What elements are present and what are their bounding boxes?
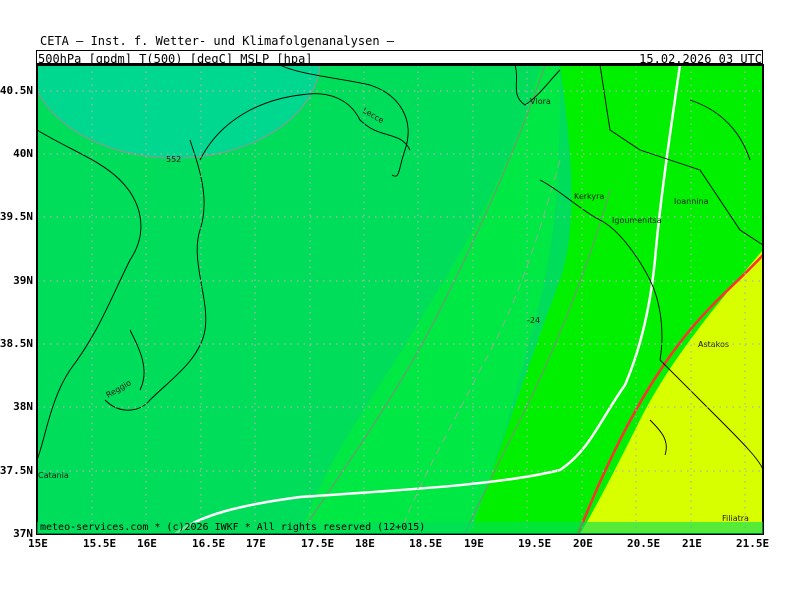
- lat-label: 40N: [13, 147, 33, 160]
- lon-label: 17.5E: [301, 537, 335, 550]
- lon-label: 16E: [137, 537, 157, 550]
- isobar-line: [174, 65, 682, 534]
- band-green2: [300, 65, 560, 534]
- lon-label: 20E: [573, 537, 593, 550]
- lat-label: 38.5N: [0, 337, 33, 350]
- gpdm-label: 552: [166, 155, 181, 164]
- parameter-box: [36, 50, 763, 64]
- copyright-note: meteo-services.com * (c)2026 IWKF * All …: [40, 522, 426, 533]
- lat-label: 37.5N: [0, 464, 33, 477]
- lon-label: 15E: [28, 537, 48, 550]
- lon-label: 16.5E: [192, 537, 226, 550]
- isotherm-label: -24: [527, 316, 540, 325]
- place-vlora: Vlora: [530, 97, 551, 106]
- forecast-datetime: 15.02.2026 03 UTC: [639, 52, 762, 66]
- parameter-legend: 500hPa [gpdm] T(500) [degC] MSLP [hpa]: [38, 52, 313, 66]
- place-catania: Catania: [38, 471, 69, 480]
- lon-label: 21E: [682, 537, 702, 550]
- lon-label: 18E: [355, 537, 375, 550]
- lon-label: 17E: [246, 537, 266, 550]
- lon-label: 19.5E: [518, 537, 552, 550]
- place-filiatra: Filiatra: [722, 514, 749, 523]
- lon-label: 21.5E: [736, 537, 770, 550]
- lon-label: 18.5E: [409, 537, 443, 550]
- place-kerkyra: Kerkyra: [574, 192, 604, 201]
- front-line: [576, 254, 763, 534]
- band-yellow: [580, 250, 763, 534]
- lat-label: 37N: [13, 527, 33, 540]
- lon-label: 15.5E: [83, 537, 117, 550]
- lat-label: 38N: [13, 400, 33, 413]
- lat-lon-grid: [37, 65, 763, 534]
- lat-label: 39N: [13, 274, 33, 287]
- lon-label: 19E: [464, 537, 484, 550]
- map-title: CETA – Inst. f. Wetter- und Klimafolgena…: [40, 34, 395, 48]
- place-igoumenitsa: Igoumenitsa: [612, 216, 662, 225]
- band-teal: [37, 65, 320, 158]
- coastlines: [37, 65, 763, 471]
- lat-label: 39.5N: [0, 210, 33, 223]
- lon-label: 20.5E: [627, 537, 661, 550]
- lat-label: 40.5N: [0, 84, 33, 97]
